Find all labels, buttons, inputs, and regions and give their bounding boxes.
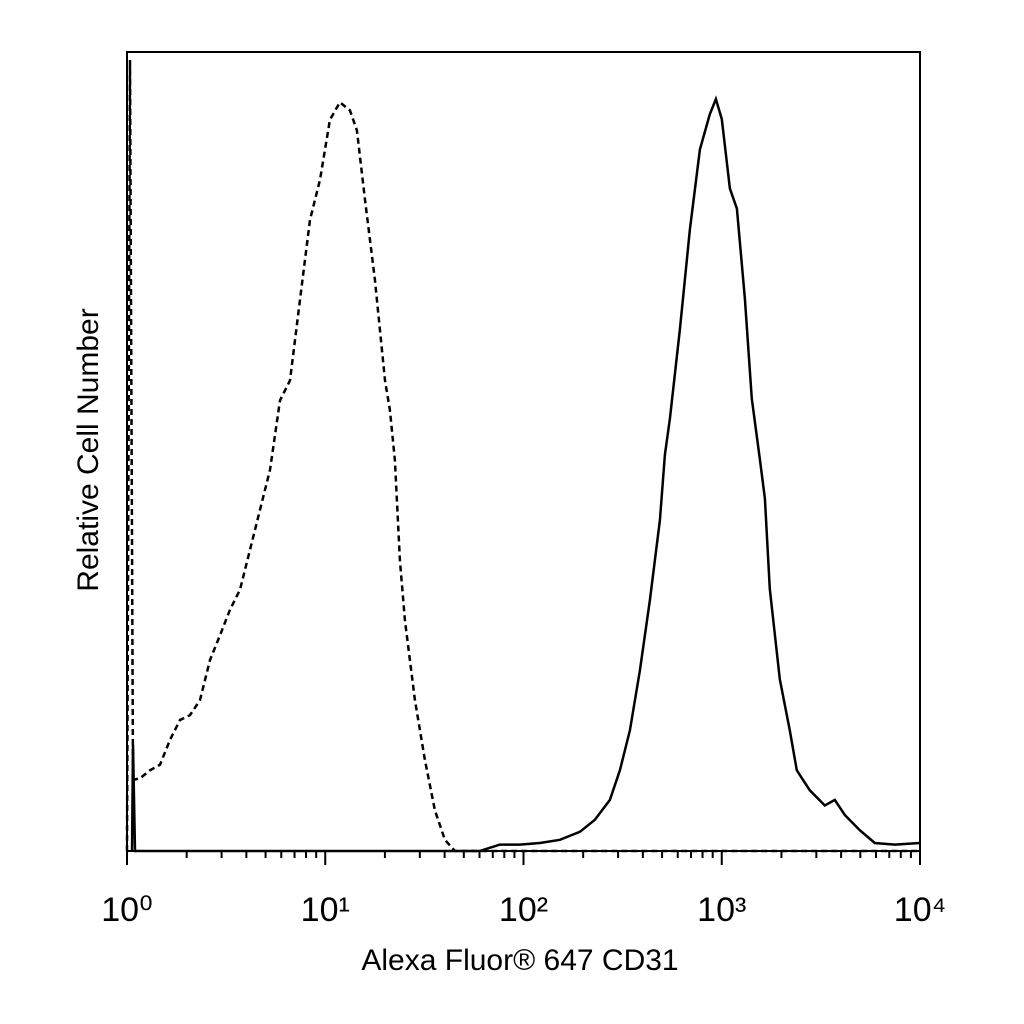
histogram-line [125, 59, 920, 853]
y-axis-label: Relative Cell Number [72, 308, 105, 591]
plot-frame [126, 51, 921, 852]
x-tick-label: 10³ [697, 891, 746, 929]
histogram-line [130, 95, 921, 853]
x-tick-label: 10⁰ [101, 891, 152, 929]
x-tick-label: 10¹ [301, 891, 350, 929]
x-axis-label: Alexa Fluor® 647 CD31 [361, 944, 678, 977]
x-tick-label: 10² [499, 891, 548, 929]
x-tick-label: 10⁴ [894, 891, 946, 929]
